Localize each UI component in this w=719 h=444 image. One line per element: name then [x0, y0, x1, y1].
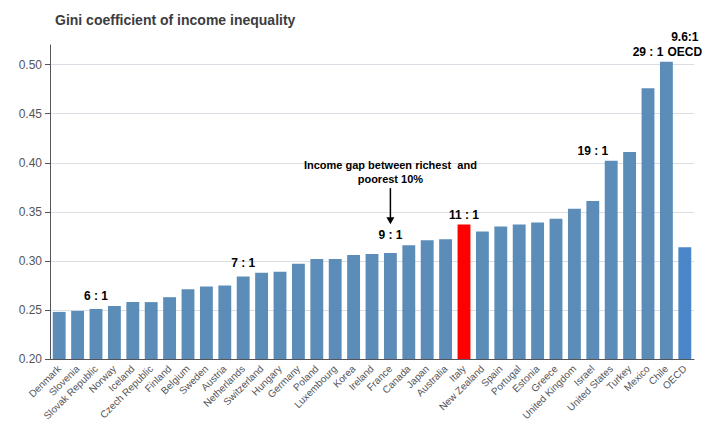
svg-text:United Kingdom: United Kingdom [520, 363, 578, 421]
svg-text:Estonia: Estonia [510, 363, 542, 395]
svg-text:0.30: 0.30 [19, 254, 43, 268]
svg-text:Iceland: Iceland [106, 363, 137, 394]
svg-text:Slovenia: Slovenia [46, 363, 82, 398]
svg-text:OECD: OECD [667, 45, 702, 59]
svg-text:Spain: Spain [478, 363, 505, 389]
svg-text:Turkey: Turkey [604, 363, 634, 393]
svg-text:France: France [364, 363, 395, 393]
svg-text:Sweden: Sweden [177, 363, 211, 397]
svg-text:Austria: Austria [198, 363, 229, 393]
svg-text:0.35: 0.35 [19, 205, 43, 219]
svg-text:Switzerland: Switzerland [221, 363, 266, 408]
svg-text:Denmark: Denmark [26, 363, 64, 400]
svg-text:Italy: Italy [447, 363, 468, 384]
svg-text:Poland: Poland [290, 363, 321, 393]
svg-text:11 : 1: 11 : 1 [449, 208, 479, 222]
svg-text:Finland: Finland [142, 363, 174, 394]
svg-text:Luxembourg: Luxembourg [292, 363, 339, 410]
svg-text:Australia: Australia [414, 363, 450, 399]
svg-text:Belgium: Belgium [158, 363, 192, 397]
svg-text:United States: United States [564, 363, 616, 414]
svg-text:19 : 1: 19 : 1 [577, 144, 608, 158]
svg-text:Ireland: Ireland [346, 363, 376, 393]
svg-text:0.50: 0.50 [19, 58, 43, 72]
svg-text:9.6:1: 9.6:1 [671, 30, 699, 44]
svg-text:Germany: Germany [265, 363, 303, 400]
svg-text:Czech Republic: Czech Republic [98, 363, 155, 420]
svg-text:7 : 1: 7 : 1 [231, 256, 255, 270]
svg-text:Hungary: Hungary [249, 363, 284, 398]
svg-text:Norway: Norway [86, 363, 119, 395]
svg-text:OECD: OECD [661, 363, 689, 391]
svg-text:Slovak Republic: Slovak Republic [41, 363, 100, 422]
svg-text:9 : 1: 9 : 1 [378, 228, 402, 242]
svg-text:Korea: Korea [330, 363, 358, 390]
svg-text:Portugal: Portugal [489, 363, 524, 398]
svg-text:6 : 1: 6 : 1 [84, 289, 108, 303]
svg-text:Gini coefficient of income ine: Gini coefficient of income inequality [55, 12, 296, 28]
svg-text:Chile: Chile [646, 363, 671, 387]
svg-text:Canada: Canada [380, 363, 413, 396]
svg-text:Income gap between richest an: Income gap between richest and [304, 159, 477, 171]
svg-text:0.20: 0.20 [19, 352, 43, 366]
svg-text:poorest 10%: poorest 10% [358, 173, 424, 185]
svg-text:0.40: 0.40 [19, 156, 43, 170]
svg-text:Greece: Greece [529, 363, 560, 394]
svg-text:Japan: Japan [404, 363, 432, 391]
svg-text:0.25: 0.25 [19, 303, 43, 317]
svg-text:Mexico: Mexico [621, 363, 652, 394]
svg-text:Israel: Israel [571, 363, 597, 389]
svg-text:New Zealand: New Zealand [437, 363, 486, 412]
svg-text:29 : 1: 29 : 1 [633, 45, 664, 59]
svg-text:0.45: 0.45 [19, 107, 43, 121]
svg-text:Netherlands: Netherlands [201, 363, 248, 409]
